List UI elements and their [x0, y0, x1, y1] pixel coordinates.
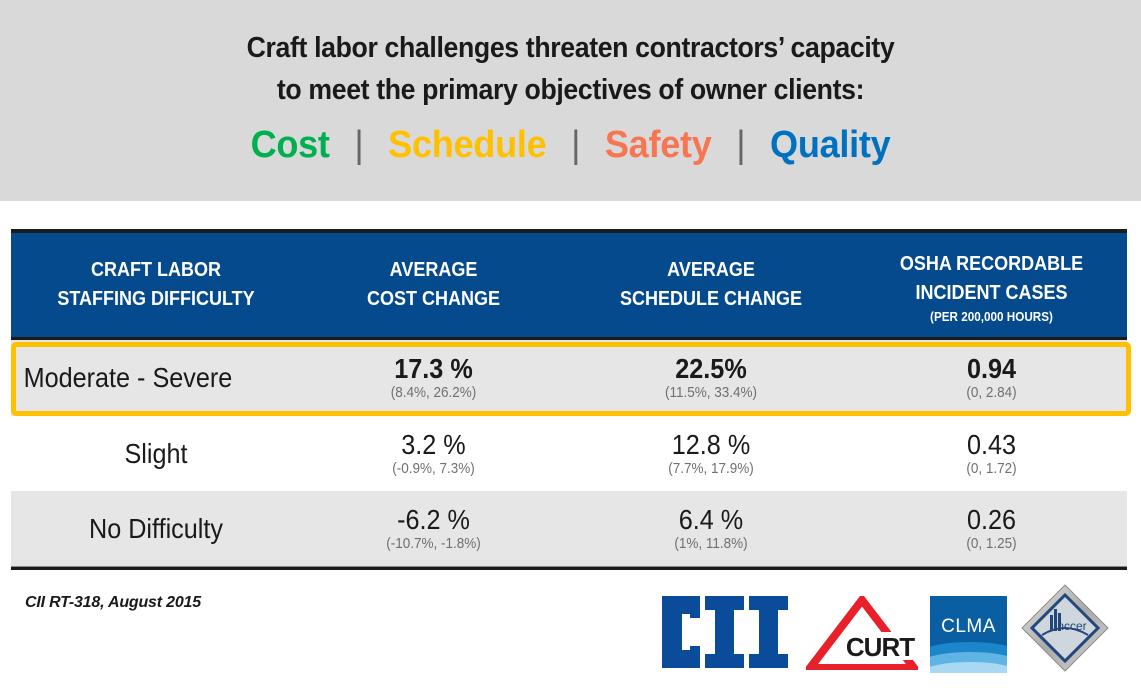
- schedule-ci: (7.7%, 17.9%): [668, 459, 754, 477]
- osha-ci: (0, 2.84): [966, 384, 1017, 401]
- table-row: Slight 3.2 % (-0.9%, 7.3%) 12.8 % (7.7%,…: [11, 416, 1127, 491]
- schedule-value: 12.8 %: [671, 428, 751, 460]
- nccer-logo-text: nccer: [1057, 619, 1086, 633]
- clma-wave: [930, 662, 1007, 673]
- osha-ci: (0, 1.25): [966, 534, 1017, 552]
- header-subtitle: (PER 200,000 HOURS): [930, 309, 1053, 324]
- osha-ci: (0, 1.72): [966, 459, 1017, 477]
- header-line: AVERAGE: [389, 259, 478, 281]
- table-row: Moderate - Severe 17.3 % (8.4%, 26.2%) 2…: [11, 340, 1127, 416]
- clma-logo: CLMA: [930, 596, 1007, 673]
- curt-logo-text: CURT: [846, 632, 915, 662]
- table-bottom-border: [11, 566, 1127, 570]
- cost-ci: (8.4%, 26.2%): [390, 384, 477, 401]
- schedule-ci: (1%, 11.8%): [674, 534, 748, 552]
- source-citation: CII RT-318, August 2015: [25, 594, 201, 611]
- osha-value: 0.26: [966, 503, 1017, 535]
- cii-logo-i2: [749, 596, 788, 668]
- osha-cell: 0.94 (0, 2.84): [870, 354, 1114, 402]
- difficulty-label: Moderate - Severe: [23, 362, 233, 393]
- table-row: No Difficulty -6.2 % (-10.7%, -1.8%) 6.4…: [11, 491, 1127, 566]
- cii-logo-i1: [705, 596, 744, 668]
- headline-line-1: Craft labor challenges threaten contract…: [246, 32, 895, 64]
- cost-cell: -6.2 % (-10.7%, -1.8%): [314, 503, 553, 553]
- osha-value: 0.94: [966, 353, 1017, 384]
- headline-line-2: to meet the primary objectives of owner …: [276, 74, 865, 106]
- cii-logo-c: [662, 596, 700, 668]
- schedule-value: 22.5%: [675, 353, 747, 384]
- difficulty-label: No Difficulty: [89, 512, 223, 544]
- results-table: CRAFT LABOR STAFFING DIFFICULTY AVERAGE …: [11, 229, 1127, 570]
- separator: |: [354, 124, 364, 166]
- column-header-osha: OSHA RECORDABLE INCIDENT CASES (PER 200,…: [870, 250, 1114, 326]
- cost-value: -6.2 %: [397, 503, 470, 535]
- header-line: OSHA RECORDABLE: [899, 253, 1084, 275]
- osha-cell: 0.26 (0, 1.25): [870, 503, 1114, 553]
- difficulty-label: Slight: [124, 437, 188, 469]
- objective-schedule: Schedule: [388, 124, 547, 166]
- objective-cost: Cost: [250, 124, 330, 166]
- cost-ci: (-0.9%, 7.3%): [392, 459, 475, 477]
- cost-ci: (-10.7%, -1.8%): [386, 534, 481, 552]
- clma-logo-text: CLMA: [941, 616, 996, 637]
- schedule-cell: 22.5% (11.5%, 33.4%): [581, 354, 842, 402]
- cost-value: 3.2 %: [401, 428, 466, 460]
- schedule-value: 6.4 %: [678, 503, 744, 535]
- schedule-cell: 12.8 % (7.7%, 17.9%): [581, 428, 842, 478]
- cost-cell: 17.3 % (8.4%, 26.2%): [314, 354, 553, 402]
- objectives-list: Cost | Schedule | Safety | Quality: [29, 124, 1113, 167]
- schedule-cell: 6.4 % (1%, 11.8%): [581, 503, 842, 553]
- header-line: CRAFT LABOR: [91, 259, 221, 281]
- column-header-difficulty: CRAFT LABOR STAFFING DIFFICULTY: [26, 256, 287, 314]
- header-line: SCHEDULE CHANGE: [619, 288, 803, 310]
- cii-logo: [662, 596, 788, 668]
- header-line: INCIDENT CASES: [915, 282, 1068, 304]
- column-header-schedule: AVERAGE SCHEDULE CHANGE: [581, 256, 842, 314]
- nccer-logo: nccer: [1021, 584, 1109, 672]
- header-line: STAFFING DIFFICULTY: [57, 288, 255, 310]
- cost-cell: 3.2 % (-0.9%, 7.3%): [314, 428, 553, 478]
- separator: |: [571, 124, 581, 166]
- schedule-ci: (11.5%, 33.4%): [664, 384, 758, 401]
- header-line: COST CHANGE: [366, 288, 501, 310]
- osha-value: 0.43: [966, 428, 1017, 460]
- table-header: CRAFT LABOR STAFFING DIFFICULTY AVERAGE …: [11, 229, 1127, 340]
- objective-quality: Quality: [770, 124, 891, 166]
- cost-value: 17.3 %: [394, 353, 473, 384]
- title-banner: Craft labor challenges threaten contract…: [0, 0, 1141, 201]
- column-header-cost: AVERAGE COST CHANGE: [314, 256, 553, 314]
- osha-cell: 0.43 (0, 1.72): [870, 428, 1114, 478]
- objective-safety: Safety: [604, 124, 712, 166]
- curt-logo: CURT: [806, 596, 918, 670]
- separator: |: [736, 124, 746, 166]
- header-line: AVERAGE: [667, 259, 755, 281]
